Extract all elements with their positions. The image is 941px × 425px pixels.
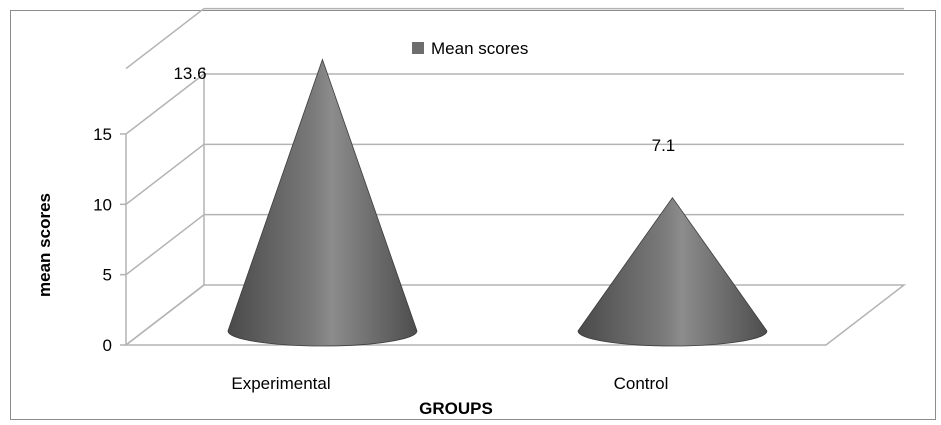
y-axis-title: mean scores [35,193,54,297]
y-tick-label: 5 [103,266,112,285]
gridline-side [125,284,205,346]
x-axis-title: GROUPS [419,399,493,418]
legend-swatch [412,42,424,54]
data-label-control: 7.1 [652,136,676,155]
x-tick-label-control: Control [614,374,669,393]
y-tick-label: 10 [93,195,112,214]
gridline-side [125,143,205,205]
y-axis-ticks: 0 5 10 15 [93,125,126,355]
x-axis-ticks: Experimental Control [231,374,668,393]
gridline-side [125,73,205,135]
data-label-experimental: 13.6 [173,64,206,83]
x-tick-label-experimental: Experimental [231,374,330,393]
y-tick-label: 0 [103,336,112,355]
y-tick-label: 15 [93,125,112,144]
legend-label: Mean scores [431,39,528,58]
data-labels: 13.6 7.1 [173,64,675,155]
cone-experimental [227,58,418,347]
chart-marks [227,58,768,347]
cone-control [577,196,768,347]
gridline-side [125,7,205,70]
gridline-side [125,214,205,276]
